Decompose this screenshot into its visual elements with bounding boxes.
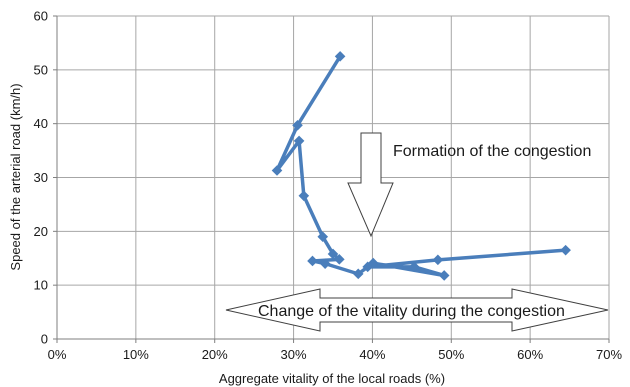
x-tick-label: 0% bbox=[48, 347, 67, 362]
double-arrow-shape bbox=[225, 288, 609, 332]
x-tick-label: 20% bbox=[202, 347, 228, 362]
y-tick-label: 60 bbox=[34, 9, 48, 24]
data-point-marker bbox=[293, 135, 305, 147]
down-arrow-annotation bbox=[347, 132, 394, 238]
down-arrow-shape bbox=[347, 132, 394, 238]
annotation-formation-label: Formation of the congestion bbox=[393, 143, 591, 160]
data-point-marker bbox=[298, 190, 310, 202]
data-point-marker bbox=[560, 244, 571, 256]
x-tick-label: 30% bbox=[281, 347, 307, 362]
y-tick-labels: 0 10 20 30 40 50 60 bbox=[34, 9, 48, 347]
data-point-marker bbox=[438, 270, 450, 281]
y-tick-label: 20 bbox=[34, 224, 48, 239]
data-point-marker bbox=[367, 257, 379, 269]
x-tick-labels: 0% 10% 20% 30% 40% 50% 60% 70% bbox=[48, 347, 623, 362]
data-point-marker bbox=[271, 165, 283, 176]
x-tick-label: 70% bbox=[596, 347, 622, 362]
x-axis-title: Aggregate vitality of the local roads (%… bbox=[219, 371, 445, 386]
y-tick-label: 10 bbox=[34, 278, 48, 293]
data-point-marker bbox=[352, 268, 364, 280]
y-tick-label: 0 bbox=[41, 332, 48, 347]
data-point-marker bbox=[334, 254, 345, 265]
data-point-marker bbox=[327, 248, 339, 260]
data-point-marker bbox=[307, 255, 318, 267]
x-tick-label: 50% bbox=[438, 347, 464, 362]
y-tick-label: 30 bbox=[34, 170, 48, 185]
x-tick-label: 40% bbox=[359, 347, 385, 362]
data-point-marker bbox=[317, 231, 329, 243]
data-point-marker bbox=[408, 261, 420, 273]
data-point-marker bbox=[292, 119, 303, 131]
data-point-marker bbox=[334, 51, 346, 62]
double-arrow-annotation bbox=[225, 288, 609, 332]
x-tick-label: 10% bbox=[123, 347, 149, 362]
data-point-marker bbox=[319, 258, 331, 269]
y-tick-label: 50 bbox=[34, 62, 48, 77]
data-series bbox=[271, 51, 571, 281]
y-tick-label: 40 bbox=[34, 116, 48, 131]
annotation-change-label: Change of the vitality during the conges… bbox=[258, 303, 565, 320]
y-axis-title: Speed of the arterial road (km/h) bbox=[8, 83, 23, 270]
axes bbox=[53, 15, 610, 343]
data-point-marker bbox=[432, 254, 444, 266]
data-point-marker bbox=[362, 261, 374, 273]
x-tick-label: 60% bbox=[517, 347, 543, 362]
